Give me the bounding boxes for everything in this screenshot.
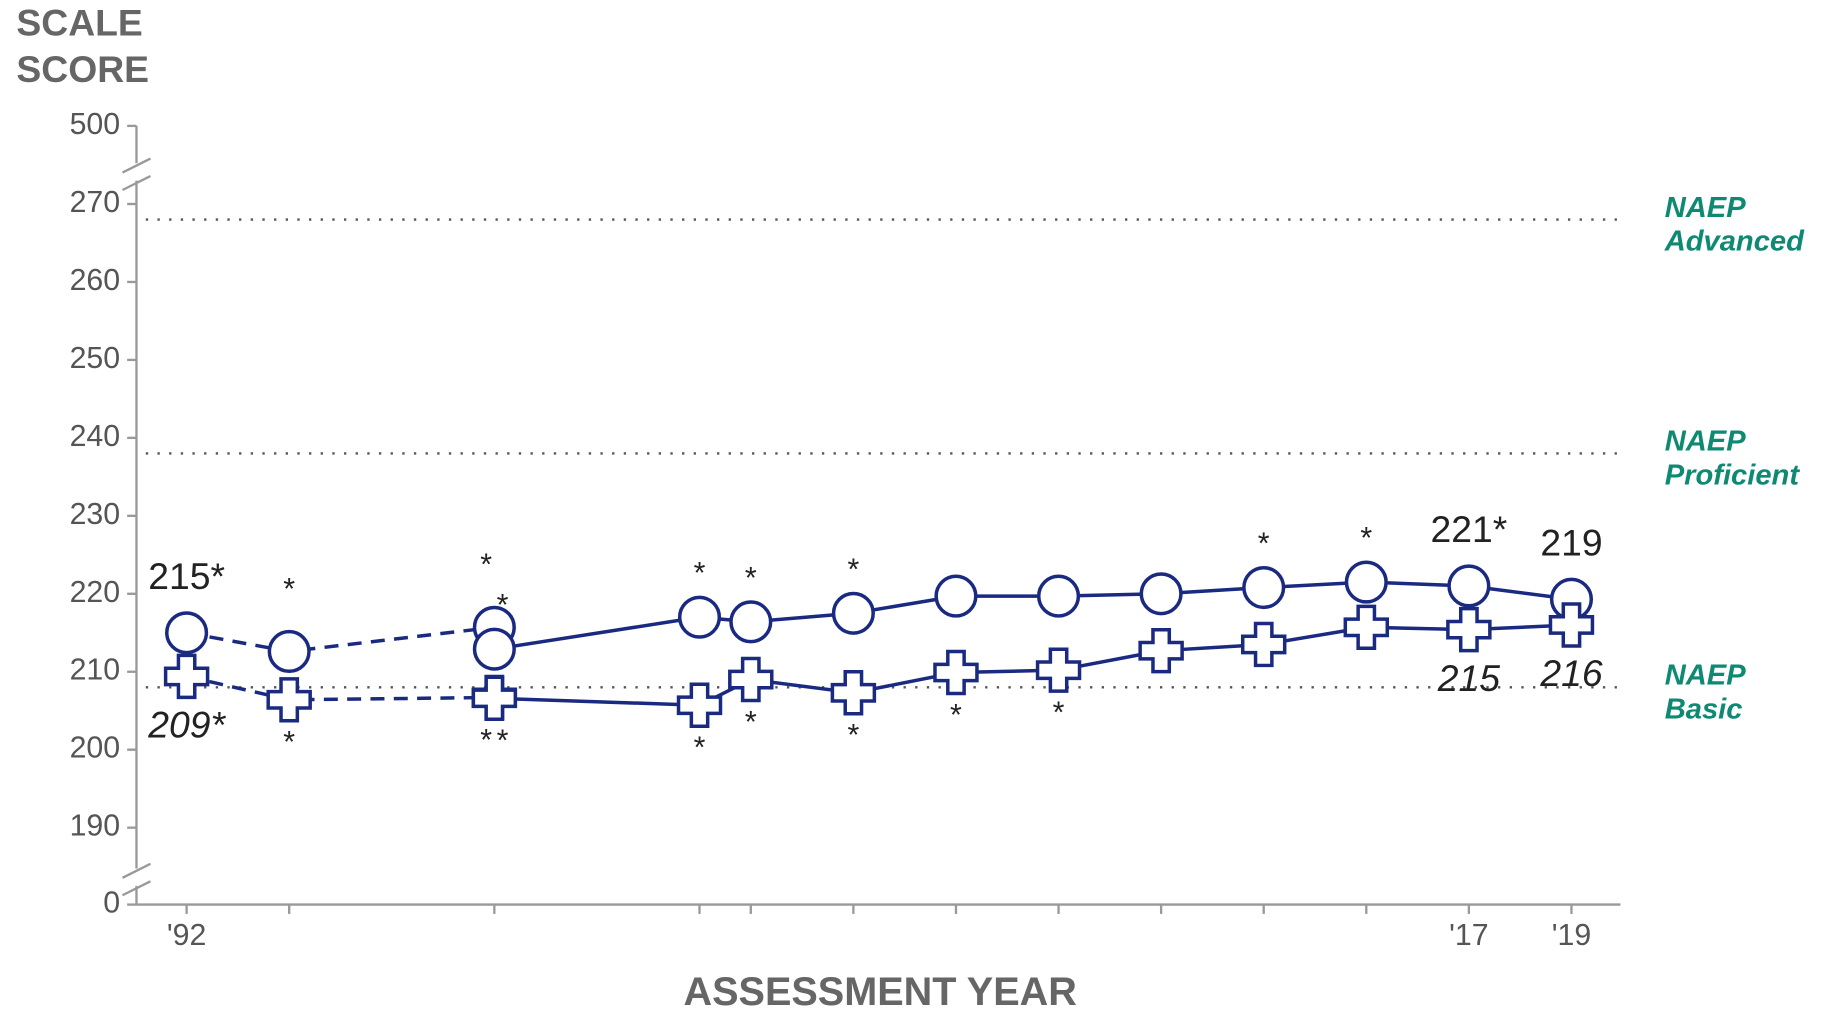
series-line [186, 674, 495, 702]
x-title: ASSESSMENT YEAR [683, 970, 1076, 1013]
significance-flag: * [694, 557, 706, 590]
significance-flag: * [694, 732, 706, 765]
reference-label: NAEP [1665, 660, 1746, 692]
x-tick-label: '19 [1552, 919, 1591, 952]
reference-label: Basic [1665, 693, 1743, 725]
y-tick-label: 230 [70, 498, 121, 531]
marker [1036, 574, 1081, 618]
significance-flag: * [283, 726, 295, 759]
reference-label: Advanced [1664, 226, 1805, 258]
marker [933, 649, 979, 696]
significance-flag: * [497, 589, 509, 622]
reference-label: NAEP [1665, 192, 1746, 224]
significance-flag: * [745, 706, 757, 739]
series-line [494, 623, 1572, 708]
marker [471, 675, 518, 721]
marker [676, 682, 723, 728]
significance-flag: * [1053, 696, 1065, 729]
value-label: 215 [1437, 657, 1500, 699]
y-tick-label: 250 [70, 342, 121, 375]
marker [1343, 604, 1390, 651]
significance-flag: * [950, 699, 962, 732]
reference-label: Proficient [1665, 459, 1801, 491]
marker [1138, 627, 1184, 674]
series-line [494, 580, 1572, 651]
significance-flag: * [497, 725, 509, 758]
marker [163, 653, 210, 700]
value-label: 219 [1540, 521, 1602, 563]
value-label: 215* [148, 555, 225, 597]
significance-flag: * [480, 724, 492, 757]
y-title: SCORE [16, 48, 149, 90]
y-tick-label: 210 [70, 654, 121, 687]
significance-flag: * [1258, 528, 1270, 561]
marker [472, 627, 516, 671]
significance-flag: * [480, 549, 492, 582]
value-label: 216 [1539, 652, 1602, 694]
marker [1139, 572, 1183, 616]
significance-flag: * [1360, 522, 1372, 555]
axis-break [121, 880, 151, 897]
x-tick-label: '92 [167, 919, 206, 952]
axis-break [121, 862, 151, 879]
marker [728, 656, 774, 703]
y-title: SCALE [16, 2, 142, 44]
marker [1240, 621, 1287, 668]
marker [267, 629, 311, 674]
x-tick-label: '17 [1449, 919, 1488, 952]
marker [1548, 602, 1595, 648]
y-tick-label: 260 [70, 264, 121, 297]
axis-break [121, 174, 151, 192]
y-tick-label: 0 [103, 887, 120, 920]
marker [831, 591, 875, 635]
y-tick-label: 270 [70, 186, 121, 219]
marker [830, 670, 877, 716]
axis-break [121, 157, 151, 174]
significance-flag: * [847, 719, 859, 752]
y-tick-label: 200 [70, 732, 121, 765]
series-line [186, 625, 495, 654]
marker [729, 600, 773, 644]
value-label: 221* [1431, 508, 1508, 550]
marker [266, 677, 312, 723]
reference-label: NAEP [1665, 426, 1746, 458]
significance-flag: * [283, 573, 295, 606]
y-tick-label: 190 [70, 810, 121, 843]
value-label: 209* [147, 704, 226, 746]
marker [934, 574, 978, 618]
y-tick-label: 220 [70, 576, 121, 609]
marker [677, 595, 722, 639]
marker [165, 611, 209, 655]
y-tick-label: 240 [70, 420, 121, 453]
y-tick-label: 500 [70, 108, 121, 141]
marker [1035, 647, 1082, 693]
marker [1447, 564, 1491, 608]
marker [1242, 565, 1286, 610]
marker [1446, 606, 1492, 653]
marker [1344, 560, 1388, 604]
significance-flag: * [847, 553, 859, 586]
significance-flag: * [745, 562, 757, 595]
